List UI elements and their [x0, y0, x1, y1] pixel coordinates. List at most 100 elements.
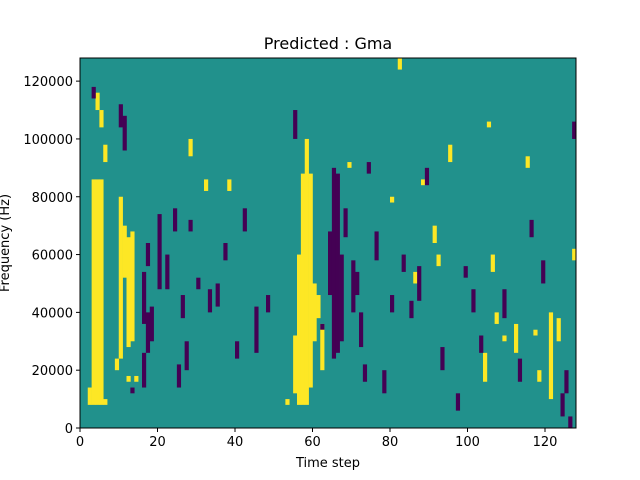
y-tick-label: 120000 — [23, 75, 73, 90]
heatmap-cell-low — [568, 416, 573, 428]
heatmap-cell-high — [204, 179, 209, 191]
y-axis: 0 20000 40000 60000 80000 100000 120000 — [23, 75, 80, 437]
heatmap-cell-low — [145, 243, 151, 267]
heatmap-cell-high — [300, 173, 306, 405]
heatmap-cell-high — [308, 173, 313, 388]
x-tick-label: 100 — [455, 435, 480, 450]
heatmap-cell-high — [312, 283, 317, 342]
heatmap-cell-high — [316, 295, 321, 319]
heatmap-cell-high — [397, 58, 402, 70]
heatmap-cell-high — [99, 110, 104, 128]
heatmap-cell-low — [254, 306, 259, 353]
heatmap-cell-high — [483, 352, 488, 382]
heatmap-cell-low — [188, 219, 193, 232]
heatmap-cell-low — [176, 364, 182, 388]
heatmap-cell-high — [514, 323, 519, 353]
heatmap-cell-low — [242, 208, 247, 232]
heatmap-cell-high — [320, 323, 325, 371]
heatmap-cell-high — [293, 335, 298, 394]
heatmap-cell-low — [502, 289, 507, 319]
heatmap-cell-high — [304, 138, 309, 405]
y-tick-label: 0 — [65, 422, 73, 437]
heatmap-cell-low — [293, 110, 298, 139]
heatmap-cell-low — [215, 283, 220, 307]
heatmap-cell-low — [196, 277, 201, 290]
heatmap-cell-low — [145, 312, 151, 353]
heatmap-cell-low — [173, 208, 178, 232]
heatmap-cell-high — [95, 179, 100, 405]
heatmap-cell-high — [91, 179, 96, 405]
heatmap-cell-high — [99, 179, 104, 405]
heatmap-cell-high — [421, 179, 426, 186]
heatmap-cell-high — [572, 248, 577, 261]
x-tick-label: 80 — [382, 435, 399, 450]
chart-title: Predicted : Gma — [264, 34, 392, 53]
heatmap-cell-low — [223, 243, 228, 261]
heatmap-cell-low — [235, 341, 240, 359]
heatmap-cell-high — [134, 375, 139, 382]
heatmap-cell-high — [103, 144, 108, 163]
y-tick-label: 80000 — [32, 191, 73, 206]
heatmap-cell-low — [455, 393, 461, 411]
heatmap-cell-high — [118, 196, 123, 359]
x-tick-label: 20 — [149, 435, 166, 450]
plot-area — [79, 57, 577, 429]
heatmap-cell-high — [537, 370, 542, 382]
heatmap-cell-low — [560, 393, 565, 417]
heatmap-cell-high — [432, 225, 437, 243]
heatmap-cell-low — [471, 289, 476, 313]
heatmap-cell-low — [417, 266, 422, 301]
y-tick-label: 40000 — [32, 306, 73, 321]
heatmap-cell-high — [95, 92, 100, 111]
heatmap-cell-high — [413, 271, 418, 284]
heatmap-cell-low — [366, 162, 371, 174]
heatmap-cell-high — [490, 254, 495, 272]
y-axis-label: Frequency (Hz) — [0, 194, 13, 292]
heatmap-cell-high — [486, 121, 492, 128]
heatmap-cell-low — [382, 370, 387, 394]
heatmap-cell-low — [409, 300, 414, 319]
heatmap-cell-high — [188, 138, 193, 157]
y-tick-label: 60000 — [32, 249, 73, 264]
y-tick-label: 100000 — [23, 133, 73, 148]
x-axis-label: Time step — [295, 456, 360, 471]
heatmap-cell-low — [331, 167, 337, 359]
heatmap-cell-low — [362, 364, 368, 382]
heatmap-cell-low — [149, 306, 154, 342]
heatmap-cell-low — [374, 231, 379, 261]
heatmap-cell-high — [502, 335, 507, 342]
heatmap-cell-high — [525, 156, 530, 168]
heatmap-cell-low — [424, 167, 430, 186]
heatmap-cell-low — [122, 115, 127, 151]
heatmap-cell-low — [165, 254, 170, 290]
heatmap-cell-high — [448, 144, 453, 163]
heatmap-cell-high — [494, 312, 499, 324]
heatmap-cell-low — [359, 312, 364, 348]
heatmap-cell-low — [335, 173, 340, 353]
heatmap-cell-low — [355, 271, 360, 296]
heatmap-cell-high — [390, 196, 395, 203]
x-tick-label: 40 — [227, 435, 244, 450]
heatmap-cell-high — [347, 162, 352, 168]
heatmap-cell-high — [103, 399, 108, 405]
heatmap-cell-low — [564, 370, 569, 394]
heatmap-cell-high — [533, 329, 538, 336]
heatmap-cell-low — [118, 104, 123, 128]
heatmap-cell-high — [556, 318, 561, 342]
heatmap-cell-low — [207, 289, 213, 313]
heatmap-cell-low — [142, 352, 147, 388]
heatmap-cell-low — [541, 260, 546, 284]
heatmap-cell-low — [91, 86, 96, 99]
heatmap-cell-high — [436, 254, 441, 267]
heatmap-cell-low — [390, 295, 395, 313]
heatmap-cell-low — [351, 260, 356, 313]
heatmap-cell-high — [227, 179, 232, 191]
heatmap-cell-low — [572, 121, 577, 139]
heatmap-cell-high — [548, 312, 554, 400]
heatmap-cell-low — [339, 254, 344, 342]
heatmap-cell-low — [142, 271, 147, 324]
x-axis: 0 20 40 60 80 100 120 — [76, 428, 557, 450]
heatmap-cell-low — [130, 387, 135, 394]
heatmap-cell-high — [297, 254, 302, 405]
heatmap-cell-low — [529, 219, 534, 238]
